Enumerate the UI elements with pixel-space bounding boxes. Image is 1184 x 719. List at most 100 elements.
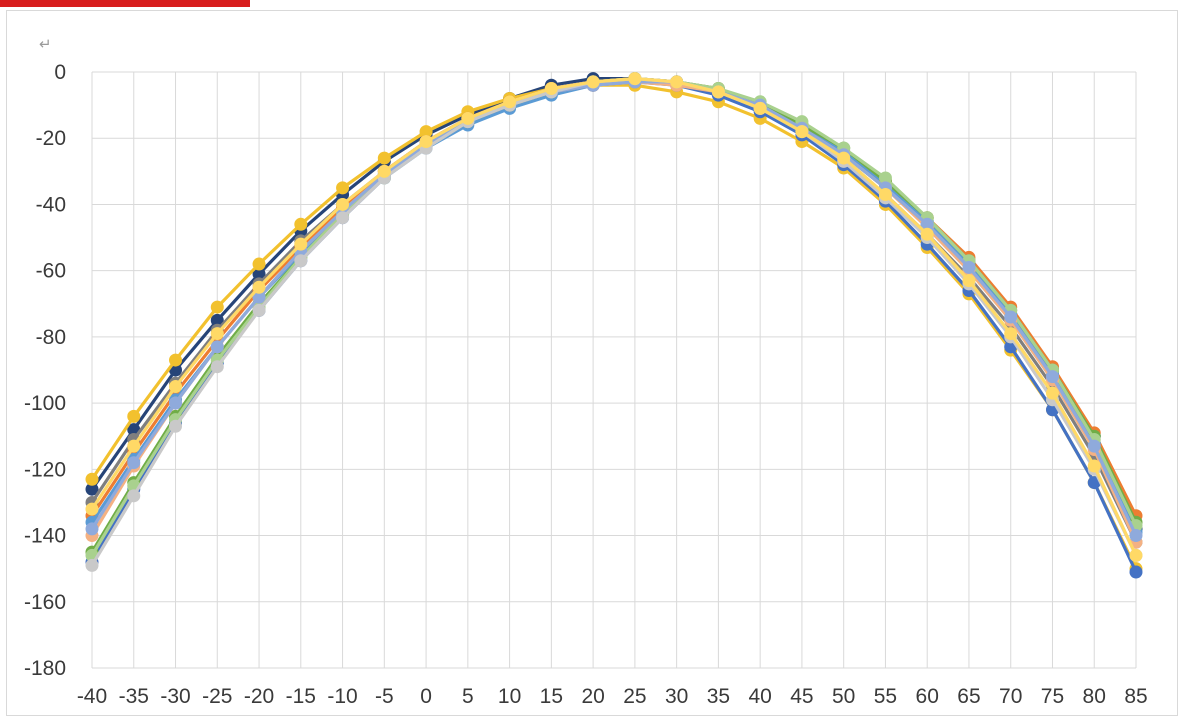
data-point bbox=[210, 340, 224, 354]
data-point bbox=[210, 327, 224, 341]
x-tick-label: 70 bbox=[999, 685, 1022, 708]
data-point bbox=[85, 522, 99, 536]
x-tick-label: 25 bbox=[623, 685, 646, 708]
data-point bbox=[210, 313, 224, 327]
data-point bbox=[1004, 310, 1018, 324]
data-point bbox=[336, 181, 350, 195]
data-point bbox=[962, 274, 976, 288]
y-tick-label: -160 bbox=[24, 591, 66, 614]
x-tick-label: 45 bbox=[790, 685, 813, 708]
x-tick-label: -35 bbox=[119, 685, 149, 708]
x-tick-label: -5 bbox=[375, 685, 394, 708]
x-tick-label: 80 bbox=[1083, 685, 1106, 708]
data-point bbox=[336, 211, 350, 225]
data-point bbox=[252, 303, 266, 317]
data-point bbox=[503, 95, 517, 109]
y-axis-ticks: 0 -20 -40 -60 -80 -100 -120 -140 -160 -180 bbox=[24, 61, 66, 680]
x-tick-label: -40 bbox=[77, 685, 107, 708]
x-tick-label: 35 bbox=[707, 685, 730, 708]
y-tick-label: -120 bbox=[24, 458, 66, 481]
data-point bbox=[753, 101, 767, 115]
data-point bbox=[1087, 439, 1101, 453]
x-tick-label: 10 bbox=[498, 685, 521, 708]
data-point bbox=[920, 217, 934, 231]
series-layer bbox=[85, 72, 1143, 579]
x-tick-label: 0 bbox=[420, 685, 432, 708]
data-point bbox=[1129, 548, 1143, 562]
data-point bbox=[586, 75, 600, 89]
data-point bbox=[127, 456, 141, 470]
data-point bbox=[210, 300, 224, 314]
data-point bbox=[252, 257, 266, 271]
data-point bbox=[85, 558, 99, 572]
y-tick-label: 0 bbox=[54, 61, 66, 84]
data-point bbox=[711, 85, 725, 99]
x-tick-label: -20 bbox=[244, 685, 274, 708]
x-tick-label: -25 bbox=[202, 685, 232, 708]
data-point bbox=[837, 151, 851, 165]
series-line bbox=[90, 76, 1138, 553]
x-tick-label: 15 bbox=[540, 685, 563, 708]
y-tick-label: -20 bbox=[36, 127, 66, 150]
data-point bbox=[169, 419, 183, 433]
y-tick-label: -180 bbox=[24, 657, 66, 680]
data-point bbox=[377, 164, 391, 178]
x-tick-label: 40 bbox=[748, 685, 771, 708]
x-tick-label: 65 bbox=[957, 685, 980, 708]
y-tick-label: -80 bbox=[36, 326, 66, 349]
data-point bbox=[85, 472, 99, 486]
data-point bbox=[85, 482, 99, 496]
x-tick-label: -10 bbox=[327, 685, 357, 708]
data-point bbox=[169, 353, 183, 367]
data-point bbox=[252, 280, 266, 294]
data-point bbox=[294, 254, 308, 268]
data-point bbox=[419, 135, 433, 149]
data-point bbox=[336, 197, 350, 211]
x-tick-label: 50 bbox=[832, 685, 855, 708]
x-tick-label: 55 bbox=[874, 685, 897, 708]
data-point bbox=[294, 237, 308, 251]
x-tick-label: 20 bbox=[581, 685, 604, 708]
series-12 bbox=[85, 72, 1143, 562]
data-point bbox=[252, 267, 266, 281]
data-point bbox=[1004, 327, 1018, 341]
data-point bbox=[127, 409, 141, 423]
gridlines bbox=[91, 71, 1137, 669]
y-tick-label: -60 bbox=[36, 260, 66, 283]
x-tick-label: 60 bbox=[916, 685, 939, 708]
data-point bbox=[795, 125, 809, 139]
data-point bbox=[670, 75, 684, 89]
data-point bbox=[1129, 529, 1143, 543]
x-tick-label: 75 bbox=[1041, 685, 1064, 708]
data-point bbox=[878, 188, 892, 202]
data-point bbox=[252, 290, 266, 304]
y-tick-label: -100 bbox=[24, 392, 66, 415]
series-line bbox=[90, 76, 1138, 567]
data-point bbox=[127, 489, 141, 503]
data-point bbox=[127, 439, 141, 453]
data-point bbox=[962, 260, 976, 274]
x-axis-ticks: -40 -35 -30 -25 -20 -15 -10 -5 0 5 10 15 20 25 30 35 40 4… bbox=[77, 685, 1148, 708]
data-point bbox=[628, 72, 642, 86]
data-point bbox=[419, 125, 433, 139]
x-tick-label: 5 bbox=[462, 685, 474, 708]
series-line bbox=[90, 80, 1138, 537]
data-point bbox=[294, 217, 308, 231]
series-line bbox=[90, 76, 1138, 557]
data-point bbox=[169, 396, 183, 410]
data-point bbox=[210, 360, 224, 374]
data-point bbox=[920, 227, 934, 241]
y-tick-label: -140 bbox=[24, 525, 66, 548]
x-tick-label: 85 bbox=[1124, 685, 1147, 708]
data-point bbox=[1129, 565, 1143, 579]
data-point bbox=[461, 111, 475, 125]
series-line bbox=[90, 83, 1138, 570]
data-point bbox=[1045, 386, 1059, 400]
x-tick-label: -30 bbox=[160, 685, 190, 708]
data-point bbox=[878, 171, 892, 185]
red-title-strip bbox=[0, 0, 250, 7]
y-tick-label: -40 bbox=[36, 193, 66, 216]
data-point bbox=[1045, 370, 1059, 384]
data-point bbox=[377, 151, 391, 165]
x-tick-label: 30 bbox=[665, 685, 688, 708]
